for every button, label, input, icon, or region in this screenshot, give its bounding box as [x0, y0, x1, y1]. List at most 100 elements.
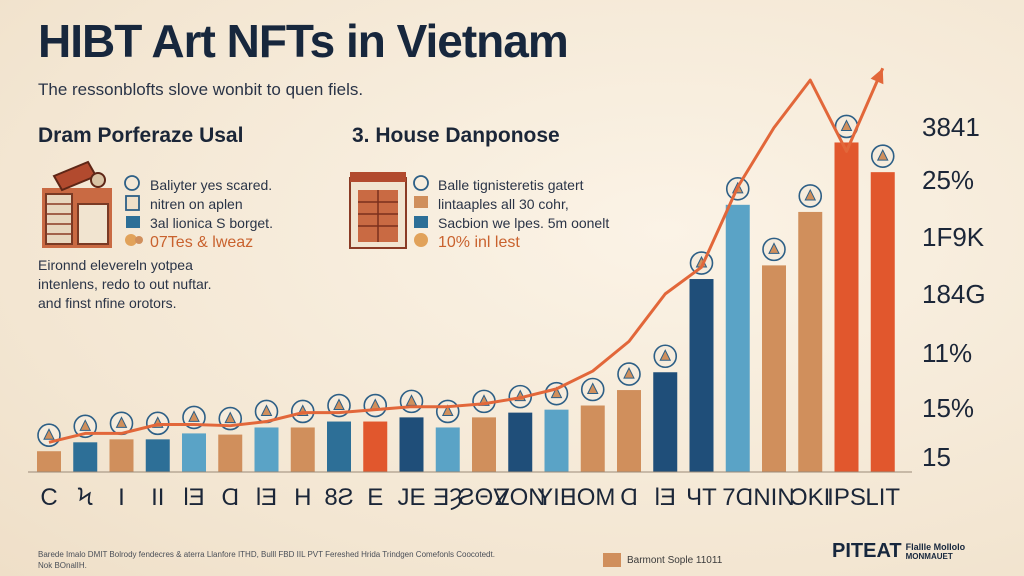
x-tick-label: E — [367, 484, 383, 511]
brand-tag-line: Flallle Mollolo — [905, 541, 966, 552]
x-tick-label: IOM — [570, 484, 615, 511]
bar-top-icon — [689, 251, 714, 275]
x-tick-label: H — [294, 484, 311, 511]
x-tick-label: ƖƎ — [256, 484, 277, 511]
x-tick-label: ƖƎ — [183, 484, 204, 511]
bar-top-icon — [435, 399, 460, 424]
y-tick-label: 11% — [922, 338, 972, 368]
bar — [544, 409, 569, 472]
bar — [399, 417, 424, 472]
panel2-line: Balle tignisteretis gatert — [438, 177, 584, 193]
bar — [73, 442, 98, 472]
brand-tagline: Flallle Mollolo MONMAUET — [905, 541, 966, 561]
legend-swatch — [603, 553, 621, 567]
bar — [580, 405, 605, 472]
bar — [798, 211, 823, 472]
brand-logo: PITEAT Flallle Mollolo MONMAUET — [832, 540, 965, 563]
bar — [472, 417, 496, 472]
x-tick-label: II — [151, 484, 164, 511]
y-tick-label: 3841 — [922, 112, 980, 142]
bar — [617, 390, 641, 472]
bar-top-icon — [762, 237, 786, 262]
bar — [435, 427, 460, 472]
x-tick-label: LIT — [865, 484, 900, 511]
footer-note: Barede Imalo DMIT Bolrody fendecres & at… — [38, 550, 495, 570]
legend: Barmont Sople 11011 — [603, 553, 722, 567]
bar — [327, 421, 351, 472]
trend-arrow-icon — [870, 68, 884, 85]
bar-top-icon — [109, 411, 134, 436]
legend-label: Barmont Sople 11011 — [627, 554, 723, 566]
x-tick-label: IPS — [827, 484, 866, 511]
bar — [834, 142, 859, 472]
panel1-note-line: and finst nfine orotors. — [38, 295, 177, 311]
x-tick-label: ƧΘV — [459, 484, 510, 511]
bar-top-icon — [37, 423, 61, 448]
telescope-illustration-icon — [42, 160, 112, 248]
x-tick-label: Ϟ — [78, 484, 93, 511]
bar — [363, 421, 388, 472]
panel1-icons — [124, 175, 143, 246]
panel1-line: Baliyter yes scared. — [150, 177, 273, 193]
bar — [182, 433, 206, 472]
bar — [37, 451, 61, 472]
page-subtitle: The ressonblofts slove wonbit to quen fi… — [38, 80, 364, 99]
panel2-line: lintaaples all 30 cohr, — [438, 196, 569, 212]
brand-name: PITEAT — [832, 540, 902, 562]
y-tick-label: 184G — [922, 279, 986, 309]
x-tick-label: ƎȜ — [433, 484, 462, 511]
y-tick-label: 1F9K — [922, 222, 985, 252]
bar — [653, 372, 678, 472]
x-tick-label: ƆKI — [790, 484, 830, 511]
x-tick-label: 8Ƨ — [324, 484, 353, 511]
panel1-note-line: Eironnd elevereln yotpea — [38, 257, 193, 273]
panel2-icons — [413, 175, 429, 247]
panel2-highlight: 10% inl lest — [438, 234, 520, 251]
bar — [725, 204, 750, 472]
x-tick-label: JE — [397, 484, 425, 511]
panel1-line: nitren on aplen — [150, 196, 243, 212]
bar-top-icon — [580, 377, 605, 402]
panel2-line: Sacbion we lpes. 5m oonelt — [438, 215, 610, 231]
x-tick-label: ƖƎ — [655, 484, 676, 511]
bar — [145, 439, 170, 472]
bar-top-icon — [544, 381, 569, 406]
x-tick-label: ZON — [495, 484, 546, 511]
bar-top-icon — [182, 405, 206, 430]
brand-tag-line: MONMAUET — [905, 551, 953, 561]
panel1-highlight: 07Tes & lweaz — [150, 234, 254, 251]
panel1-note-line: intenlens, redo to out nuftar. — [38, 276, 212, 292]
y-tick-label: 15% — [922, 393, 974, 423]
panel2-title: 3. House Danponose — [352, 124, 560, 147]
bar-top-icon — [653, 344, 678, 369]
panel1-note: Eironnd elevereln yotpea intenlens, redo… — [38, 256, 212, 313]
x-tick-label: Ɑ — [620, 484, 638, 511]
house-illustration-icon — [349, 172, 407, 249]
bar — [218, 434, 243, 472]
x-tick-label: Ɑ — [221, 484, 239, 511]
y-tick-label: 25% — [922, 165, 974, 195]
bar-top-icon — [399, 389, 424, 414]
bar-top-icon — [363, 393, 388, 418]
x-tick-label: ЧТ — [686, 484, 717, 511]
x-tick-label: NIN — [753, 484, 794, 511]
bar-top-icon — [73, 414, 98, 439]
bar-top-icon — [798, 184, 823, 208]
panel1-description: Baliyter yes scared. nitren on aplen 3al… — [150, 176, 273, 252]
page-title: HIBT Art NFTs in Vietnam — [38, 15, 569, 67]
bar-top-icon — [834, 114, 859, 139]
bar — [508, 412, 533, 472]
x-tick-label: I — [118, 484, 125, 511]
bar — [762, 265, 786, 472]
y-tick-label: 15 — [922, 442, 951, 472]
trend-line — [48, 67, 885, 444]
bar — [254, 427, 279, 472]
bar — [689, 279, 714, 472]
panel1-line: 3al lionica S borget. — [150, 215, 273, 231]
panel1-title: Dram Porferaze Usal — [38, 124, 244, 147]
bar — [870, 172, 895, 472]
bar — [290, 427, 315, 472]
x-tick-label: YIE — [537, 484, 576, 511]
bar-top-icon — [870, 144, 895, 168]
